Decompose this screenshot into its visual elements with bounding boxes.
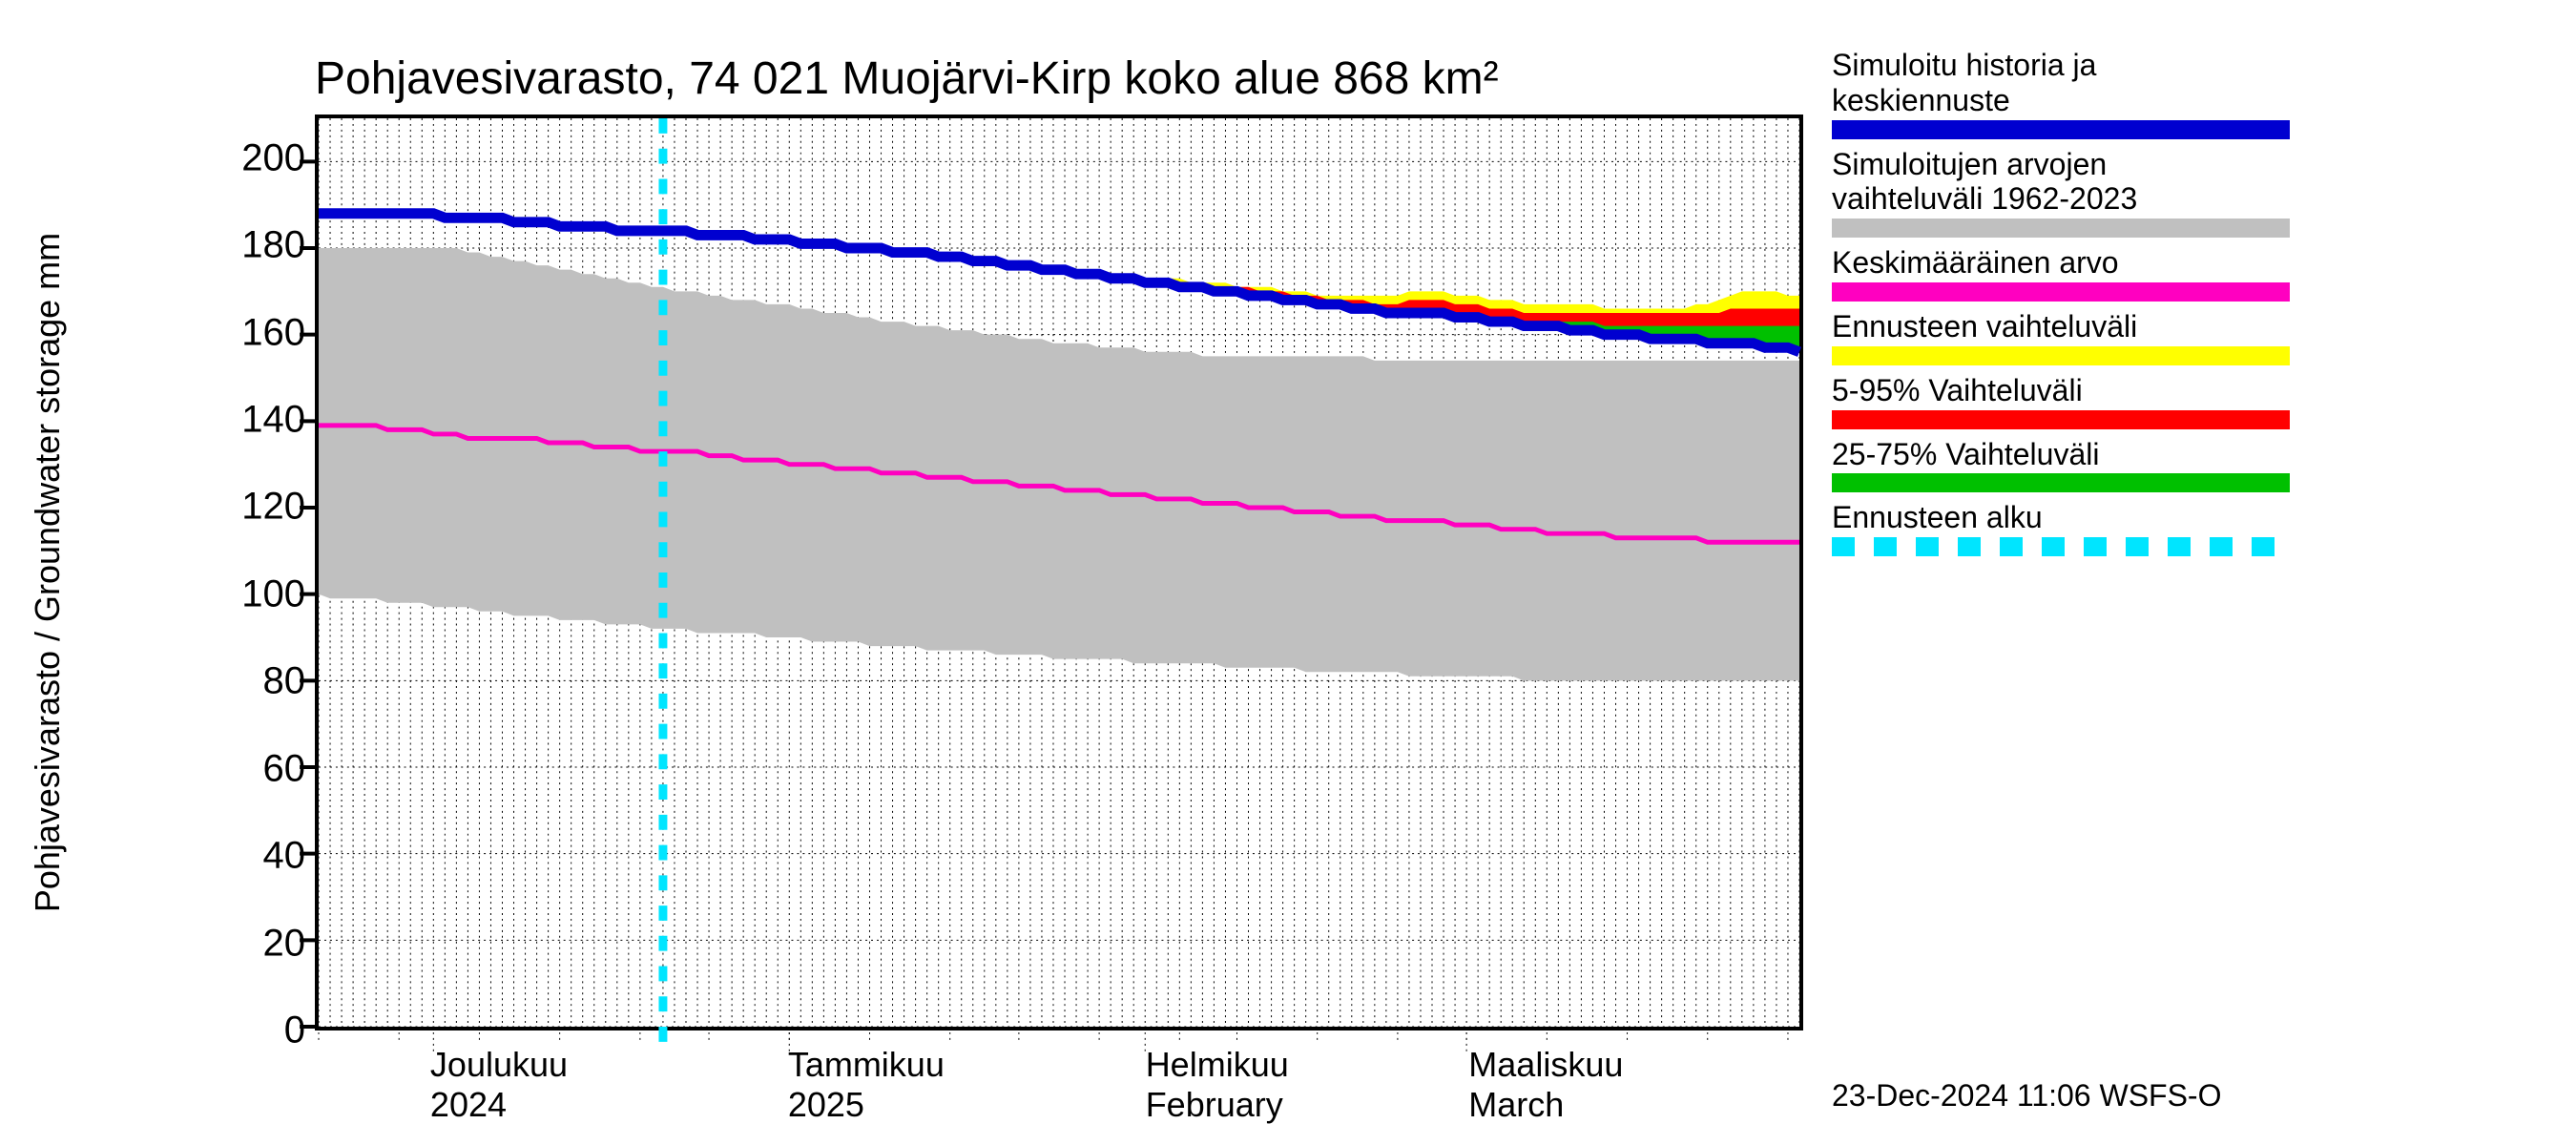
legend-label: Ennusteen vaihteluväli xyxy=(1832,309,2538,344)
legend-swatch xyxy=(1832,282,2290,302)
x-month-label: Joulukuu2024 xyxy=(430,1045,568,1125)
legend-entry: Simuloitu historia jakeskiennuste xyxy=(1832,48,2538,139)
y-tick: 160 xyxy=(191,311,305,354)
legend-swatch xyxy=(1832,410,2290,429)
y-tick: 140 xyxy=(191,399,305,442)
y-tick: 200 xyxy=(191,136,305,179)
legend-label: 5-95% Vaihteluväli xyxy=(1832,373,2538,408)
chart-title: Pohjavesivarasto, 74 021 Muojärvi-Kirp k… xyxy=(315,52,1499,105)
legend-swatch xyxy=(1832,473,2290,492)
x-month-label: HelmikuuFebruary xyxy=(1146,1045,1289,1125)
legend-swatch xyxy=(1832,346,2290,365)
plot-svg xyxy=(319,118,1799,1027)
legend-entry: Ennusteen alku xyxy=(1832,500,2538,556)
y-tick: 60 xyxy=(191,747,305,790)
chart-canvas: Pohjavesivarasto / Groundwater storage m… xyxy=(0,0,2576,1145)
y-tick: 40 xyxy=(191,835,305,878)
legend-swatch xyxy=(1832,120,2290,139)
plot-area xyxy=(315,114,1803,1030)
legend-entry: 5-95% Vaihteluväli xyxy=(1832,373,2538,429)
y-axis-label-wrap: Pohjavesivarasto / Groundwater storage m… xyxy=(19,0,76,1145)
legend-swatch xyxy=(1832,537,2290,556)
legend-entry: Simuloitujen arvojenvaihteluväli 1962-20… xyxy=(1832,147,2538,239)
legend: Simuloitu historia jakeskiennuste Simuloi… xyxy=(1832,48,2538,564)
y-tick: 100 xyxy=(191,572,305,615)
y-tick: 80 xyxy=(191,660,305,703)
legend-entry: 25-75% Vaihteluväli xyxy=(1832,437,2538,493)
y-tick: 0 xyxy=(191,1010,305,1052)
legend-label: Ennusteen alku xyxy=(1832,500,2538,535)
legend-entry: Keskimääräinen arvo xyxy=(1832,245,2538,302)
y-tick: 20 xyxy=(191,922,305,965)
x-month-label: Tammikuu2025 xyxy=(788,1045,945,1125)
y-tick: 120 xyxy=(191,486,305,529)
legend-swatch xyxy=(1832,219,2290,238)
x-month-label: MaaliskuuMarch xyxy=(1468,1045,1623,1125)
y-axis-label: Pohjavesivarasto / Groundwater storage m… xyxy=(28,233,68,912)
footer-stamp: 23-Dec-2024 11:06 WSFS-O xyxy=(1832,1078,2221,1114)
y-tick: 180 xyxy=(191,224,305,267)
legend-entry: Ennusteen vaihteluväli xyxy=(1832,309,2538,365)
legend-label: 25-75% Vaihteluväli xyxy=(1832,437,2538,472)
legend-label: Keskimääräinen arvo xyxy=(1832,245,2538,281)
legend-label: Simuloitu historia jakeskiennuste xyxy=(1832,48,2538,118)
legend-label: Simuloitujen arvojenvaihteluväli 1962-20… xyxy=(1832,147,2538,218)
